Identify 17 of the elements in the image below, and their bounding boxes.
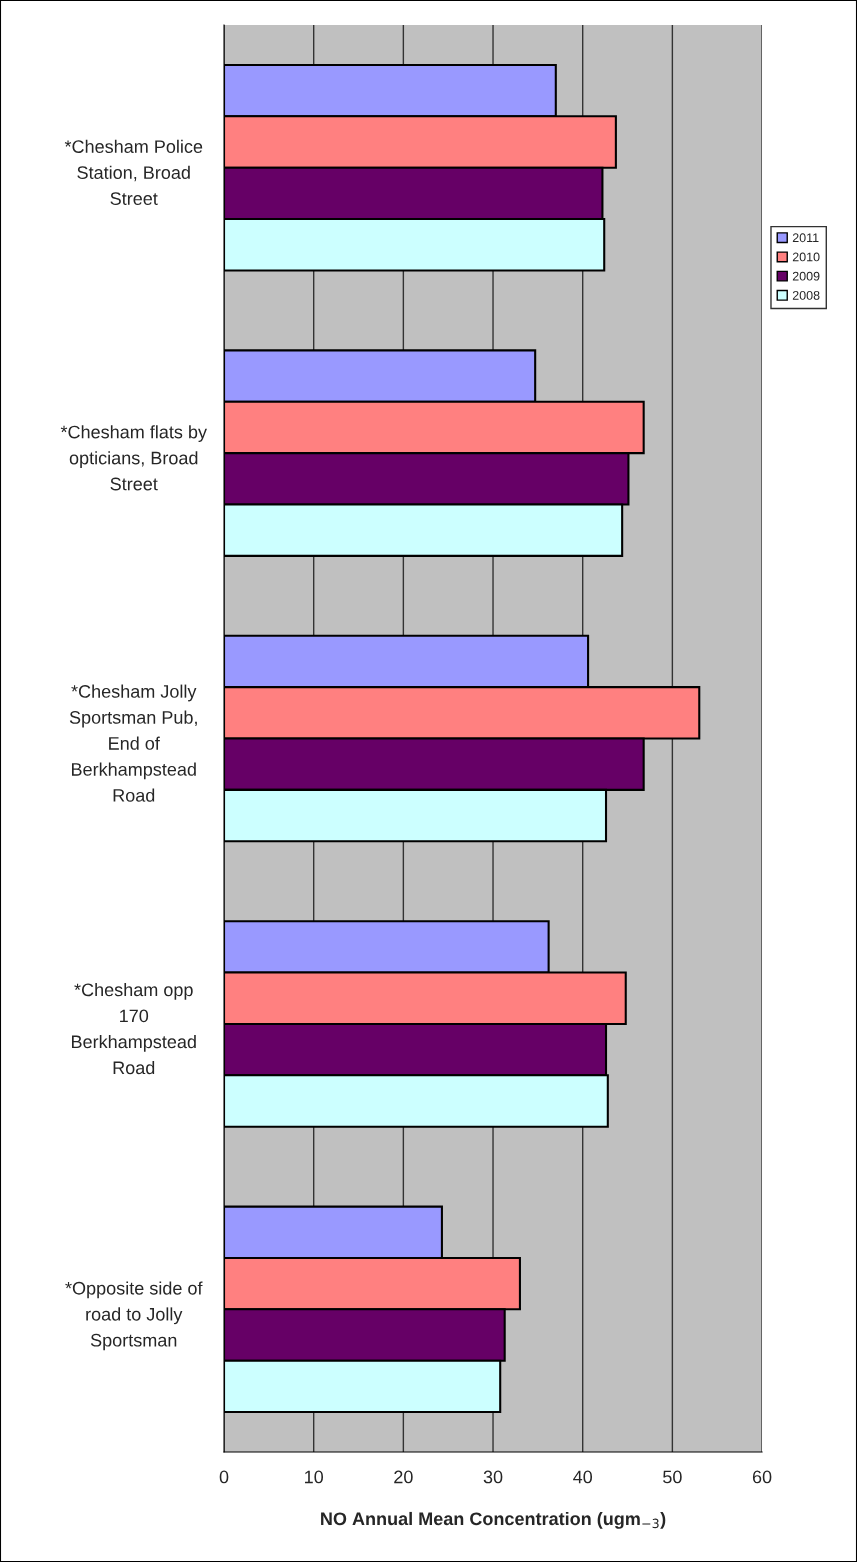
x-axis-title: NO Annual Mean Concentration (ugm$_{−3}$) [321,1511,666,1529]
legend-label: 2009 [792,271,820,281]
y-tick-label: *Opposite side of road to Jolly Sportsman [65,1281,203,1351]
x-tick-label: 30 [483,1470,503,1484]
x-tick-label: 20 [394,1470,413,1484]
x-tick-label: 50 [663,1470,682,1484]
y-tick-label: *Chesham Police Station, Broad Street [64,139,203,205]
x-tick-label: 0 [219,1470,229,1484]
x-tick-label: 40 [573,1470,593,1484]
legend-label: 2010 [792,252,820,262]
y-tick-label: *Chesham flats by opticians, Broad Street [60,425,207,491]
x-tick-label: 60 [752,1470,772,1484]
y-tick-label: *Chesham Jolly Sportsman Pub, End of Berkhampstead Road [69,684,197,802]
legend-label: 2011 [792,233,819,243]
legend-label: 2008 [792,290,820,300]
x-tick-label: 10 [305,1470,324,1484]
y-tick-label: *Chesham opp 170 Berkhampstead Road [72,982,196,1075]
